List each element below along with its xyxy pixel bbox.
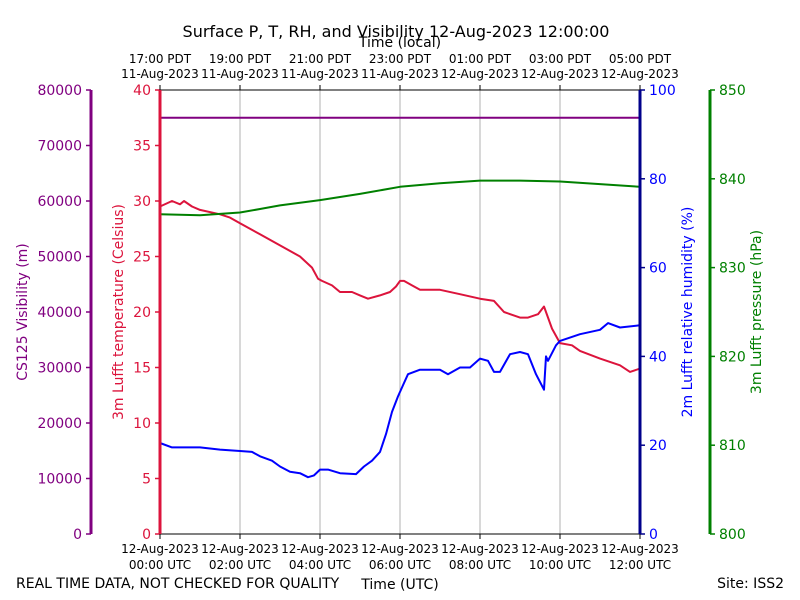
- bottom-tick-date-6: 12-Aug-2023: [601, 542, 679, 556]
- top-tick-date-5: 12-Aug-2023: [521, 67, 599, 81]
- bottom-axis-title: Time (UTC): [360, 577, 438, 593]
- humidity-tick-label-0: 0: [649, 527, 658, 543]
- pressure-tick-label-1: 810: [719, 438, 746, 454]
- bottom-tick-date-4: 12-Aug-2023: [441, 542, 519, 556]
- top-tick-time-1: 19:00 PDT: [209, 52, 272, 66]
- visibility-axis-title: CS125 Visibility (m): [15, 243, 31, 381]
- visibility-tick-label-1: 10000: [37, 472, 82, 488]
- top-tick-time-4: 01:00 PDT: [449, 52, 512, 66]
- pressure-tick-label-0: 800: [719, 527, 746, 543]
- temperature-tick-label-4: 20: [133, 305, 151, 321]
- top-tick-date-0: 11-Aug-2023: [121, 67, 199, 81]
- temperature-tick-label-5: 25: [133, 250, 151, 266]
- humidity-tick-label-2: 40: [649, 349, 667, 365]
- visibility-tick-label-3: 30000: [37, 361, 82, 377]
- temperature-tick-label-6: 30: [133, 194, 151, 210]
- top-tick-date-3: 11-Aug-2023: [361, 67, 439, 81]
- series-layer: [159, 116, 641, 479]
- footer-disclaimer: REAL TIME DATA, NOT CHECKED FOR QUALITY: [16, 576, 340, 592]
- pressure-tick-label-4: 840: [719, 172, 746, 188]
- top-tick-date-1: 11-Aug-2023: [201, 67, 279, 81]
- visibility-tick-label-6: 60000: [37, 194, 82, 210]
- humidity-series-line: [159, 322, 641, 479]
- temperature-tick-label-0: 0: [142, 527, 151, 543]
- pressure-tick-label-3: 830: [719, 261, 746, 277]
- bottom-tick-time-4: 08:00 UTC: [449, 558, 511, 572]
- humidity-tick-label-1: 20: [649, 438, 667, 454]
- visibility-tick-label-8: 80000: [37, 83, 82, 99]
- bottom-tick-time-1: 02:00 UTC: [209, 558, 271, 572]
- pressure-tick-label-5: 850: [719, 83, 746, 99]
- top-tick-time-0: 17:00 PDT: [129, 52, 192, 66]
- top-tick-date-2: 11-Aug-2023: [281, 67, 359, 81]
- top-tick-time-2: 21:00 PDT: [289, 52, 352, 66]
- temperature-tick-label-3: 15: [133, 361, 151, 377]
- temperature-tick-label-7: 35: [133, 139, 151, 155]
- temperature-axis-title: 3m Lufft temperature (Celsius): [111, 204, 127, 420]
- pressure-axis-title: 3m Lufft pressure (hPa): [749, 230, 765, 394]
- bottom-tick-date-1: 12-Aug-2023: [201, 542, 279, 556]
- bottom-tick-time-6: 12:00 UTC: [609, 558, 671, 572]
- temperature-tick-label-1: 5: [142, 472, 151, 488]
- temperature-tick-label-2: 10: [133, 416, 151, 432]
- visibility-tick-label-2: 20000: [37, 416, 82, 432]
- humidity-tick-label-4: 80: [649, 172, 667, 188]
- top-tick-date-6: 12-Aug-2023: [601, 67, 679, 81]
- top-tick-time-6: 05:00 PDT: [609, 52, 672, 66]
- bottom-tick-time-0: 00:00 UTC: [129, 558, 191, 572]
- top-axis-title: Time (local): [358, 35, 441, 51]
- visibility-tick-label-5: 50000: [37, 250, 82, 266]
- ticks-layer: 0100002000030000400005000060000700008000…: [15, 52, 765, 572]
- bottom-tick-time-5: 10:00 UTC: [529, 558, 591, 572]
- pressure-tick-label-2: 820: [719, 349, 746, 365]
- bottom-tick-date-2: 12-Aug-2023: [281, 542, 359, 556]
- pressure-series-line: [159, 179, 641, 217]
- bottom-tick-date-3: 12-Aug-2023: [361, 542, 439, 556]
- top-tick-time-3: 23:00 PDT: [369, 52, 432, 66]
- humidity-tick-label-5: 100: [649, 83, 676, 99]
- top-tick-date-4: 12-Aug-2023: [441, 67, 519, 81]
- bottom-tick-date-0: 12-Aug-2023: [121, 542, 199, 556]
- footer-site: Site: ISS2: [717, 576, 784, 592]
- top-tick-time-5: 03:00 PDT: [529, 52, 592, 66]
- chart-title: Surface P, T, RH, and Visibility 12-Aug-…: [183, 22, 610, 41]
- visibility-tick-label-0: 0: [73, 527, 82, 543]
- visibility-tick-label-4: 40000: [37, 305, 82, 321]
- humidity-tick-label-3: 60: [649, 261, 667, 277]
- humidity-axis-title: 2m Lufft relative humidity (%): [680, 207, 696, 418]
- bottom-tick-date-5: 12-Aug-2023: [521, 542, 599, 556]
- bottom-tick-time-2: 04:00 UTC: [289, 558, 351, 572]
- bottom-tick-time-3: 06:00 UTC: [369, 558, 431, 572]
- visibility-tick-label-7: 70000: [37, 139, 82, 155]
- temperature-series-line: [159, 200, 641, 373]
- temperature-tick-label-8: 40: [133, 83, 151, 99]
